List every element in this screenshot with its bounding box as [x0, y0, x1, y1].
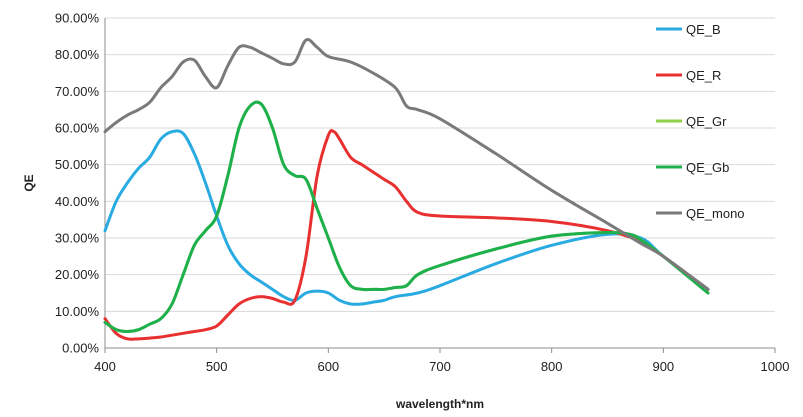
legend-label-qe-r: QE_R	[686, 68, 721, 83]
x-tick-label: 800	[541, 359, 563, 374]
x-tick-label: 700	[429, 359, 451, 374]
y-tick-label: 50.00%	[55, 157, 100, 172]
y-tick-label: 70.00%	[55, 84, 100, 99]
series-line-qe-r	[103, 129, 710, 341]
legend-label-qe-gb: QE_Gb	[686, 160, 729, 175]
y-tick-label: 20.00%	[55, 267, 100, 282]
legend: QE_B QE_R QE_Gr QE_Gb QE_mono	[656, 22, 745, 221]
y-tick-label: 40.00%	[55, 194, 100, 209]
x-tick-label: 400	[94, 359, 116, 374]
y-tick-label: 30.00%	[55, 231, 100, 246]
axes	[104, 18, 776, 353]
y-tick-label: 90.00%	[55, 11, 100, 26]
legend-label-qe-mono: QE_mono	[686, 206, 745, 221]
gridlines	[105, 17, 775, 312]
y-axis-title: QE	[22, 174, 36, 191]
legend-label-qe-gr: QE_Gr	[686, 114, 727, 129]
series-line-qe-gb	[103, 100, 710, 333]
x-tick-label: 900	[652, 359, 674, 374]
x-axis-title: wavelength*nm	[395, 397, 484, 411]
x-tick-labels: 400 500 600 700 800 900 1000	[94, 359, 789, 374]
series-line-qe-gr	[103, 100, 710, 333]
x-tick-label: 600	[317, 359, 339, 374]
y-tick-label: 0.00%	[62, 341, 99, 356]
series-line-qe-b	[103, 129, 710, 306]
series-lines	[103, 38, 710, 341]
x-tick-label: 1000	[761, 359, 790, 374]
series-line-qe-mono	[103, 38, 710, 291]
y-tick-label: 60.00%	[55, 121, 100, 136]
y-tick-label: 10.00%	[55, 304, 100, 319]
legend-label-qe-b: QE_B	[686, 22, 721, 37]
x-tick-label: 500	[206, 359, 228, 374]
y-tick-label: 80.00%	[55, 47, 100, 62]
y-tick-labels: 0.00% 10.00% 20.00% 30.00% 40.00% 50.00% 60.00…	[55, 11, 100, 356]
